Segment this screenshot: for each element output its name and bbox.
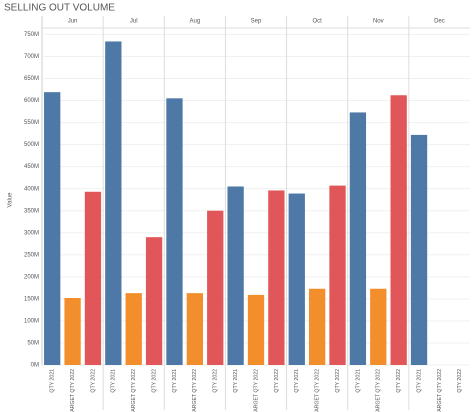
- y-tick-label: 300M: [24, 230, 39, 236]
- bar: [44, 92, 61, 366]
- bar: [227, 186, 244, 365]
- x-tick-label: QTY 2022: [90, 369, 96, 393]
- x-tick-label: QTY 2021: [233, 369, 239, 393]
- y-tick-label: 100M: [24, 318, 39, 324]
- bar: [410, 134, 428, 365]
- y-tick-label: 250M: [24, 252, 39, 258]
- y-tick-label: 650M: [24, 76, 39, 82]
- x-tick-label: QTY 2022: [396, 369, 402, 393]
- y-tick-label: 0M: [31, 363, 39, 369]
- bar: [268, 190, 285, 365]
- bar: [329, 185, 346, 365]
- x-tick-label: QTY 2021: [416, 369, 422, 393]
- bar: [207, 210, 224, 365]
- y-tick-label: 550M: [24, 120, 39, 126]
- bar: [349, 112, 367, 365]
- y-axis-label: Value: [8, 192, 14, 208]
- x-tick-label: QTY 2022: [457, 369, 463, 393]
- month-header: Sep: [251, 19, 262, 25]
- x-tick-label: TARGET QTY 2022: [376, 369, 382, 412]
- month-header: Jul: [130, 19, 138, 25]
- x-tick-label: QTY 2021: [172, 369, 178, 393]
- bar: [105, 41, 122, 366]
- x-tick-label: TARGET QTY 2022: [192, 369, 198, 412]
- y-tick-label: 500M: [24, 142, 39, 148]
- y-tick-label: 750M: [24, 32, 39, 38]
- x-tick-label: QTY 2022: [274, 369, 280, 393]
- y-tick-label: 450M: [24, 164, 39, 170]
- bar: [125, 293, 142, 365]
- x-tick-label: QTY 2021: [50, 369, 56, 393]
- y-tick-label: 400M: [24, 186, 39, 192]
- bar: [64, 298, 81, 365]
- x-tick-label: TARGET QTY 2022: [131, 369, 137, 412]
- y-tick-label: 50M: [27, 341, 39, 347]
- bar: [166, 98, 183, 366]
- bar: [186, 293, 204, 365]
- x-tick-label: TARGET QTY 2022: [253, 369, 259, 412]
- y-tick-label: 700M: [24, 54, 39, 60]
- y-tick-label: 350M: [24, 208, 39, 214]
- bar: [84, 191, 102, 365]
- x-tick-label: QTY 2022: [151, 369, 157, 393]
- month-header: Oct: [312, 19, 322, 25]
- bar: [145, 237, 163, 365]
- bar: [308, 288, 326, 365]
- month-header: Dec: [434, 19, 445, 25]
- chart-title: SELLING OUT VOLUME: [4, 3, 115, 14]
- month-header: Nov: [373, 19, 384, 25]
- bar: [370, 288, 387, 365]
- x-tick-label: QTY 2021: [355, 369, 361, 393]
- x-tick-label: TARGET QTY 2022: [70, 369, 76, 412]
- bar: [390, 95, 407, 365]
- y-tick-label: 150M: [24, 296, 39, 302]
- bar: [247, 294, 265, 365]
- y-tick-label: 600M: [24, 98, 39, 104]
- month-header: Jun: [68, 19, 78, 25]
- x-tick-label: QTY 2021: [111, 369, 117, 393]
- x-tick-label: QTY 2021: [294, 369, 300, 393]
- month-header: Aug: [190, 19, 201, 25]
- y-tick-label: 200M: [24, 274, 39, 280]
- bar: [288, 193, 305, 365]
- x-tick-label: TARGET QTY 2022: [315, 369, 321, 412]
- x-tick-label: TARGET QTY 2022: [437, 369, 443, 412]
- x-tick-label: QTY 2022: [213, 369, 219, 393]
- x-tick-label: QTY 2022: [335, 369, 341, 393]
